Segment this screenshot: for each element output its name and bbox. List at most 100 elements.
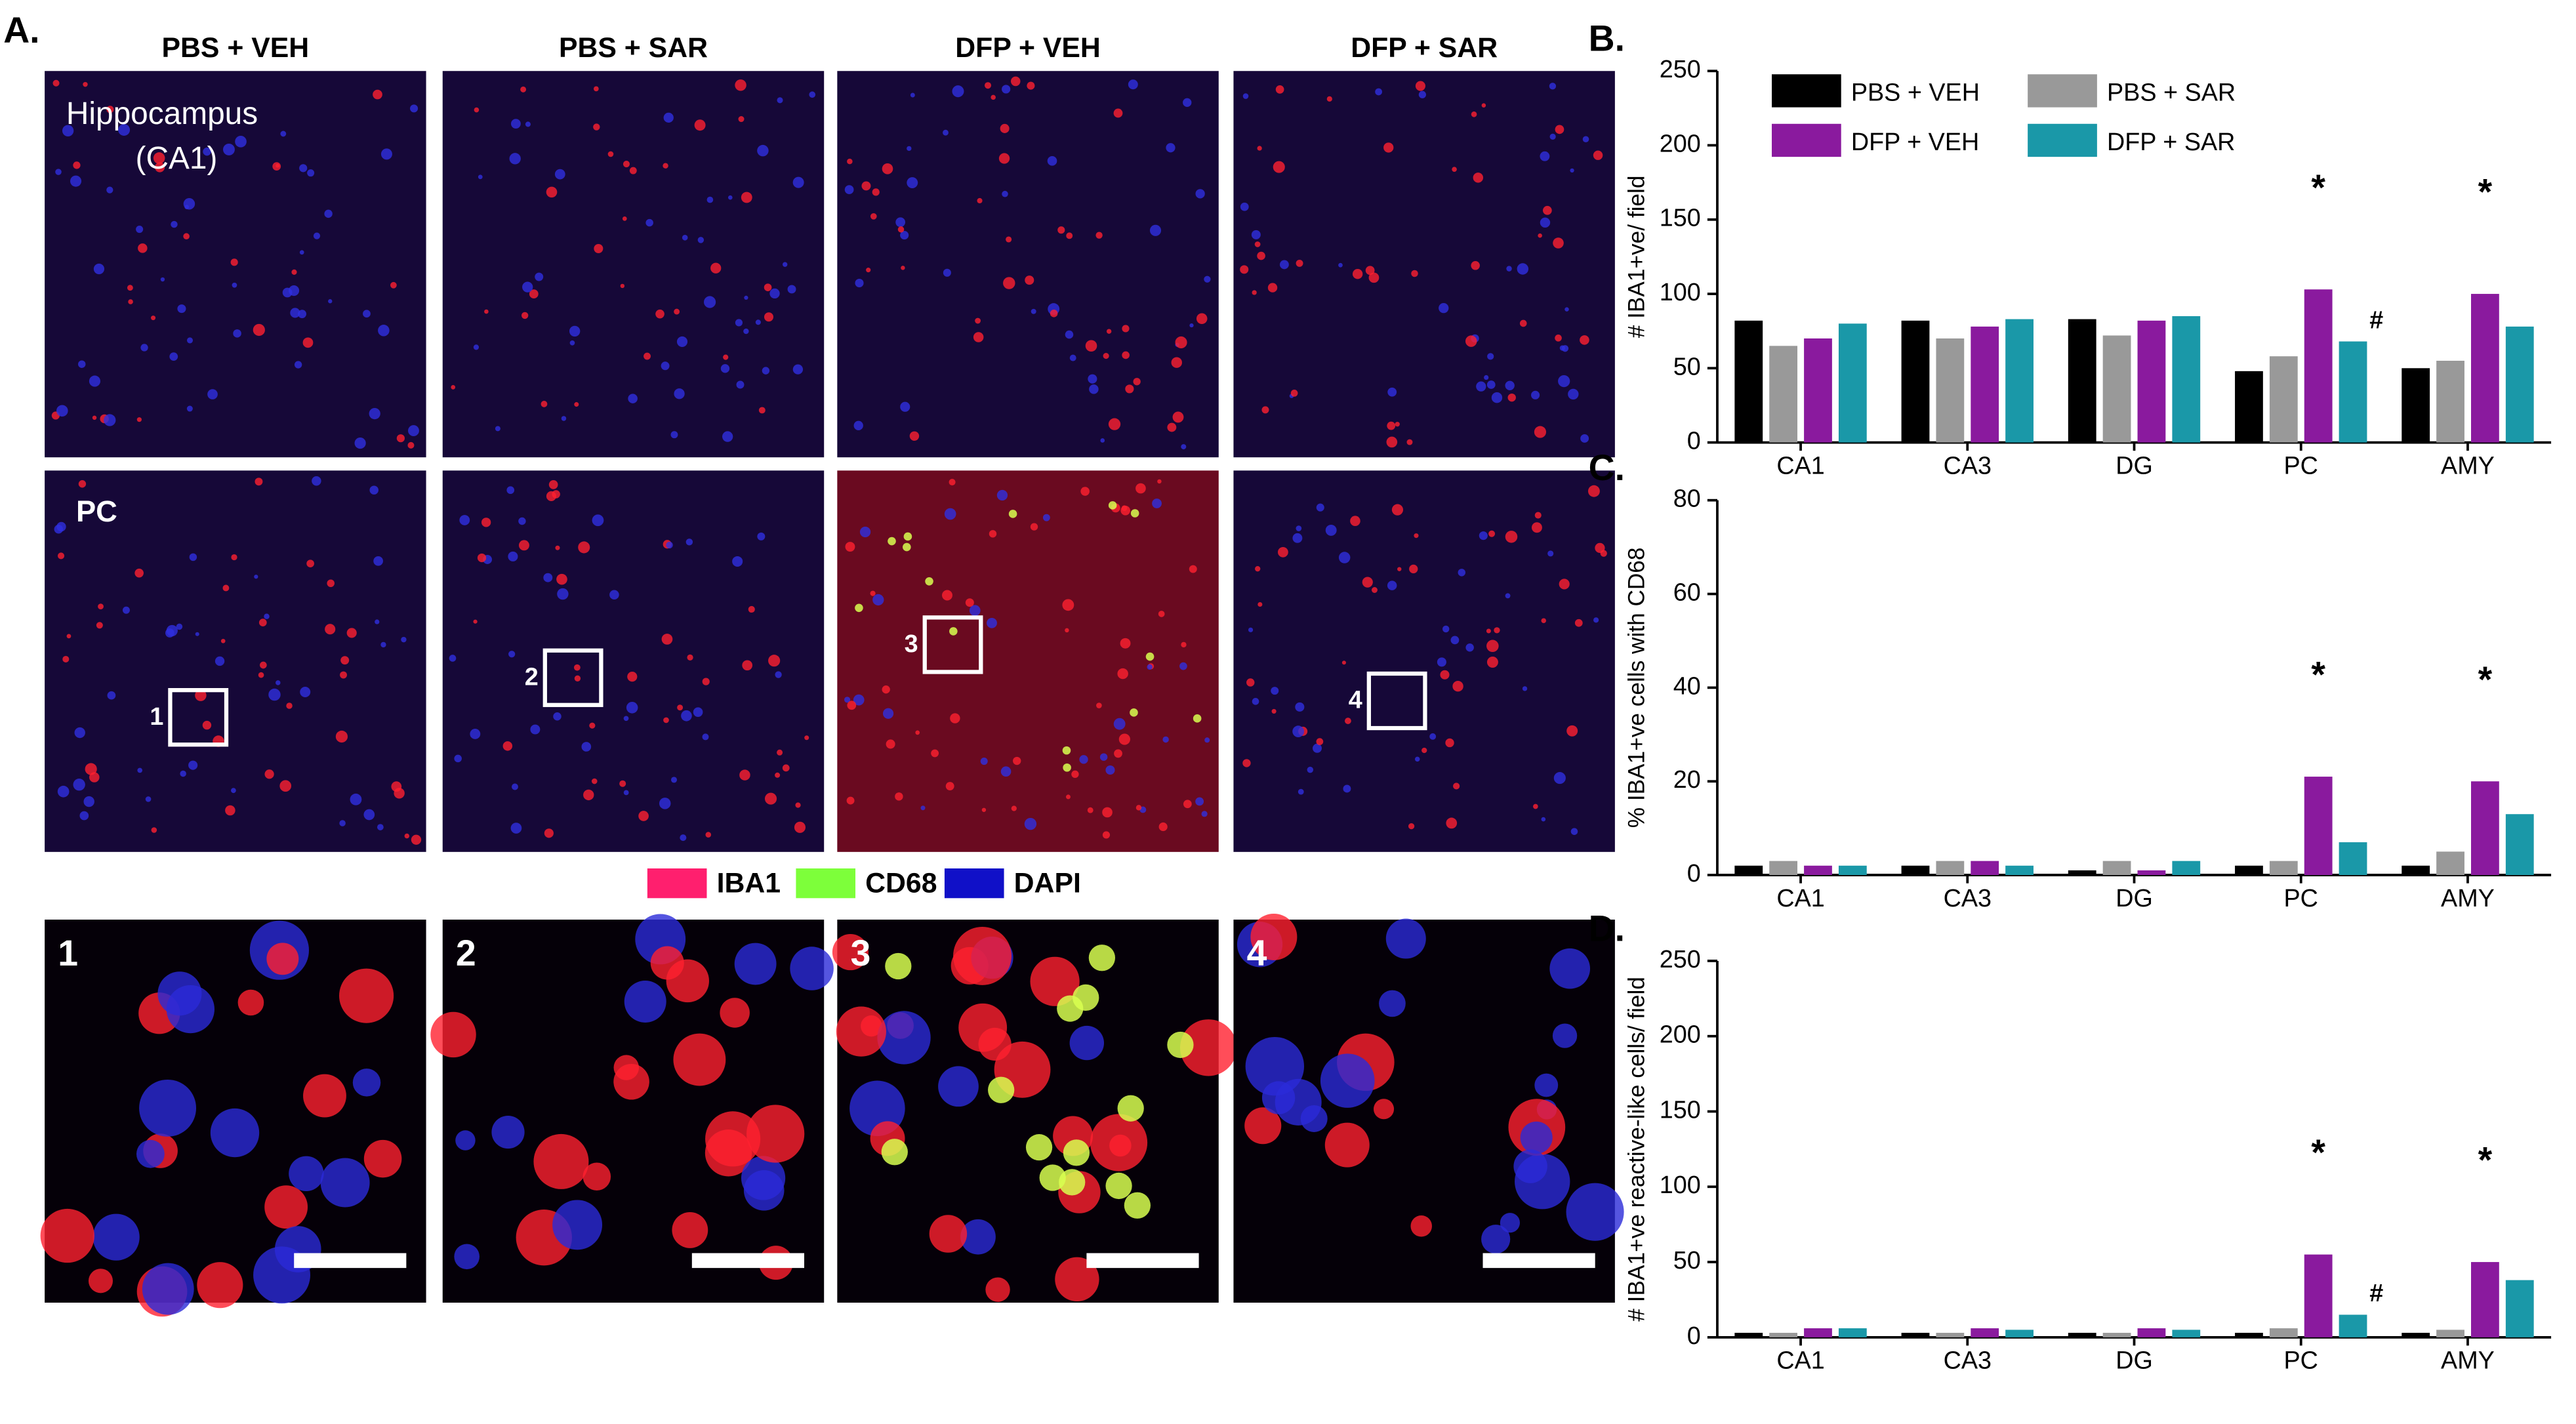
cell — [1491, 392, 1503, 403]
cell — [909, 431, 920, 441]
cell — [1414, 756, 1420, 762]
cell — [225, 805, 235, 816]
cell — [62, 125, 74, 136]
cell — [1147, 664, 1153, 670]
cell — [998, 153, 1010, 164]
cell — [623, 716, 629, 722]
cell — [929, 1215, 968, 1253]
cell — [375, 619, 380, 624]
cell — [1128, 79, 1138, 90]
panel-label: C. — [1589, 447, 1625, 488]
cell — [1559, 579, 1570, 590]
cell — [1113, 108, 1123, 118]
cell — [484, 309, 489, 314]
bar — [1901, 1332, 1930, 1337]
cell — [952, 85, 964, 98]
cell — [677, 704, 684, 711]
y-tick-label: 20 — [1673, 765, 1701, 793]
cell — [1180, 1019, 1237, 1076]
cd68-cell — [903, 542, 911, 552]
cell — [155, 162, 165, 173]
cell — [54, 524, 64, 534]
cell — [1030, 523, 1038, 531]
cell — [1553, 772, 1566, 784]
cell — [866, 268, 871, 273]
cell — [1574, 619, 1583, 627]
cell — [1278, 546, 1288, 558]
cell — [1069, 354, 1076, 361]
cell — [949, 479, 956, 486]
bar — [2235, 865, 2263, 876]
cell — [872, 594, 884, 606]
cell — [1487, 353, 1494, 360]
cell — [953, 926, 1012, 985]
cell — [300, 687, 311, 698]
y-tick-label: 50 — [1673, 1246, 1701, 1274]
cell — [136, 417, 142, 422]
cell — [792, 176, 804, 188]
cell — [931, 749, 939, 758]
cell — [1079, 755, 1088, 764]
cell — [1549, 948, 1591, 989]
cell — [1196, 313, 1208, 325]
cell — [1257, 146, 1262, 151]
cell — [1181, 444, 1187, 450]
bar — [2269, 861, 2298, 876]
cell — [1271, 687, 1279, 695]
cell — [738, 115, 745, 123]
cell — [286, 702, 293, 709]
micrograph — [1233, 470, 1615, 852]
cell — [1158, 611, 1165, 617]
annotation: # — [2369, 1279, 2383, 1307]
cell — [1379, 990, 1406, 1017]
cell — [1172, 411, 1184, 423]
cell — [98, 603, 104, 609]
cell — [741, 1156, 786, 1200]
cell — [73, 161, 81, 169]
annotation: * — [2311, 167, 2325, 208]
panel-label: A. — [3, 10, 39, 51]
cell — [1555, 335, 1562, 342]
cell — [1450, 636, 1460, 645]
bar — [1971, 861, 1999, 876]
inset-number: 4 — [1247, 933, 1267, 973]
y-tick-label: 80 — [1673, 485, 1701, 512]
cell — [1507, 393, 1516, 402]
cell — [1027, 81, 1035, 90]
legend-label: CD68 — [865, 867, 937, 899]
cell — [1500, 1213, 1521, 1233]
cell — [396, 434, 405, 443]
cell — [57, 785, 70, 798]
cell — [755, 319, 761, 325]
cell — [1580, 335, 1589, 345]
cell — [1117, 668, 1128, 680]
cell — [1538, 233, 1542, 238]
cell — [663, 717, 669, 723]
cell — [290, 308, 300, 318]
cell — [882, 685, 890, 694]
cell — [706, 196, 714, 203]
cell — [378, 325, 390, 336]
cell — [151, 315, 156, 321]
column-title: DFP + SAR — [1351, 32, 1498, 64]
legend-label: PBS + VEH — [1851, 78, 1980, 106]
cell — [670, 431, 678, 439]
cell — [681, 710, 692, 722]
cell — [186, 405, 193, 412]
cell — [757, 144, 769, 157]
cell — [1429, 733, 1437, 740]
cd68-cell — [1088, 945, 1116, 971]
cell — [83, 81, 88, 87]
cell — [1108, 418, 1121, 430]
cell — [593, 123, 600, 131]
bar — [1971, 326, 1999, 443]
cell — [410, 104, 419, 113]
cell — [169, 352, 178, 361]
cell — [666, 541, 673, 549]
cell — [508, 551, 518, 561]
cell — [491, 1115, 525, 1149]
cell — [128, 299, 133, 304]
cell — [1362, 577, 1373, 588]
cell — [502, 741, 513, 751]
cd68-cell — [1105, 1172, 1132, 1200]
